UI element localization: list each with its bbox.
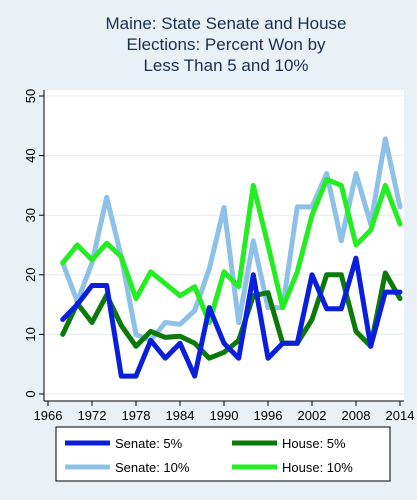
y-tick-label: 0 <box>23 390 38 397</box>
y-tick-label: 20 <box>23 268 38 282</box>
series-line-house-10 <box>60 176 403 325</box>
series-lines <box>60 136 403 379</box>
legend: Senate: 5% House: 5% Senate: 10% House: 10% <box>55 426 391 482</box>
x-tick-label: 2002 <box>298 408 327 423</box>
y-tick-label: 40 <box>23 148 38 162</box>
series-line-senate-5 <box>60 255 403 379</box>
chart-title-line-1: Maine: State Senate and House <box>106 14 347 33</box>
legend-label-senate-5: Senate: 5% <box>115 436 183 451</box>
chart-title: Maine: State Senate and House Elections: … <box>106 14 347 75</box>
axes: 0 10 20 30 40 50 1966 1972 1978 1984 1990 1996 2002 2… <box>23 89 414 423</box>
series-line-house-5 <box>60 270 403 361</box>
x-tick-label: 1972 <box>78 408 107 423</box>
legend-label-house-10: House: 10% <box>282 460 353 475</box>
y-tick-label: 10 <box>23 327 38 341</box>
x-tick-label: 1966 <box>34 408 63 423</box>
y-tick-label: 50 <box>23 89 38 103</box>
x-tick-label: 1984 <box>166 408 195 423</box>
chart-title-line-2: Elections: Percent Won by <box>126 35 326 54</box>
x-tick-label: 1978 <box>122 408 151 423</box>
x-tick-label: 1990 <box>210 408 239 423</box>
chart-title-line-3: Less Than 5 and 10% <box>143 56 308 75</box>
legend-label-senate-10: Senate: 10% <box>115 460 190 475</box>
x-tick-label: 2008 <box>342 408 371 423</box>
x-tick-label: 2014 <box>386 408 415 423</box>
legend-label-house-5: House: 5% <box>282 436 346 451</box>
legend-box <box>55 426 391 482</box>
y-tick-label: 30 <box>23 208 38 222</box>
x-tick-label: 1996 <box>254 408 283 423</box>
series-line-senate-10 <box>60 136 403 343</box>
